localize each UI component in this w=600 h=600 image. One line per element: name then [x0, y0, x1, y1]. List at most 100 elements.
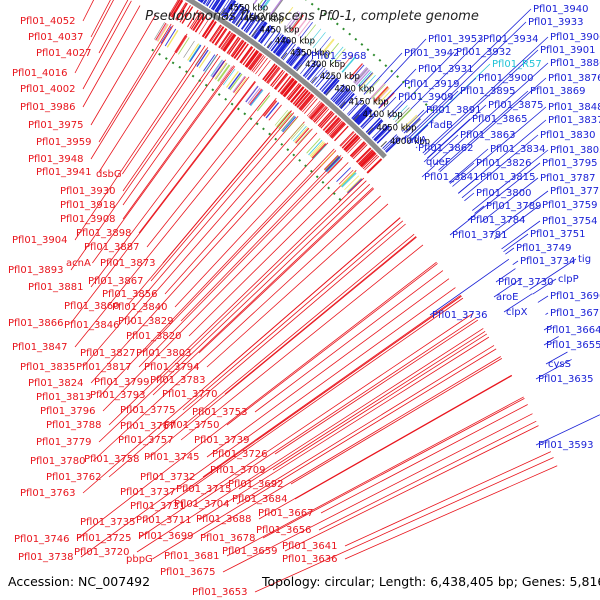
cog-block	[336, 167, 351, 183]
gene-block	[332, 86, 348, 103]
gene-block	[360, 152, 376, 168]
connector-line	[98, 0, 129, 54]
connector-line	[174, 142, 329, 308]
gene-block	[360, 112, 376, 128]
gene-block	[208, 0, 215, 9]
gene-block	[221, 0, 233, 17]
connector-line	[410, 77, 477, 141]
gene-label-pfl01_3846: Pfl01_3846	[64, 320, 120, 331]
cog-block	[317, 36, 331, 53]
gene-block	[330, 84, 345, 100]
gene-block	[321, 75, 335, 92]
gene-block	[233, 41, 246, 59]
cog-block	[217, 64, 231, 82]
gene-block	[335, 89, 351, 105]
gene-label-pfl01_3942: Pfl01_3942	[404, 48, 460, 59]
gene-block	[308, 101, 322, 118]
cog-block	[344, 175, 360, 191]
gene-label-pfl01_3659: Pfl01_3659	[222, 546, 278, 557]
gene-label-pfl01_3881: Pfl01_3881	[28, 282, 84, 293]
cog-block	[330, 46, 344, 63]
gene-block	[309, 66, 324, 83]
connector-line	[535, 359, 572, 380]
connector-line	[401, 109, 425, 132]
gene-block	[344, 135, 360, 152]
cog-block	[263, 100, 278, 117]
connector-line	[308, 50, 314, 57]
tick-mark	[220, 8, 226, 16]
gene-label-pfl01_3664: Pfl01_3664	[546, 325, 600, 336]
connector-line	[429, 258, 510, 316]
gene-block	[192, 13, 204, 31]
gene-block	[215, 0, 225, 13]
gene-block	[364, 155, 380, 171]
gene-label-pfl01_3795: Pfl01_3795	[542, 158, 598, 169]
tick-mark	[353, 114, 360, 121]
gene-block	[176, 2, 188, 21]
gene-block	[358, 150, 374, 166]
gene-block	[249, 53, 262, 71]
connector-line	[272, 333, 488, 471]
gene-label-pfl01_3835: Pfl01_3835	[20, 362, 76, 373]
gene-block	[267, 67, 281, 85]
gene-block	[329, 121, 345, 138]
gene-label-quef: queF	[426, 157, 451, 168]
gene-block	[240, 46, 254, 64]
connector-line	[433, 62, 549, 166]
gene-label-pfl01_3799: Pfl01_3799	[94, 377, 150, 388]
cog-block	[320, 38, 334, 55]
gene-label-pfl01_3735: Pfl01_3735	[80, 517, 136, 528]
connector-line	[138, 312, 474, 539]
cog-block	[311, 143, 327, 159]
gene-block	[223, 34, 236, 52]
gene-block	[354, 106, 370, 123]
cog-block	[361, 75, 376, 91]
cog-block	[289, 123, 304, 139]
connector-line	[423, 158, 429, 163]
connector-line	[164, 128, 313, 295]
connector-line	[92, 66, 236, 264]
gene-block	[176, 3, 188, 21]
gene-block	[282, 79, 297, 97]
gene-block	[287, 83, 302, 101]
gene-block	[189, 11, 201, 29]
cog-block	[249, 89, 263, 106]
gene-block	[258, 25, 272, 43]
cog-block	[160, 26, 172, 44]
cog-block	[359, 72, 374, 89]
tick-label: 4300 kbp	[305, 60, 345, 70]
tick-label: 4150 kbp	[349, 97, 389, 107]
gene-label-pfl01_3709: Pfl01_3709	[210, 465, 266, 476]
gene-block	[203, 0, 208, 5]
cog-block	[374, 86, 390, 103]
gene-label-pfl01_3848: Pfl01_3848	[548, 102, 600, 113]
gene-label-pfl01_3730: Pfl01_3730	[498, 277, 554, 288]
gene-label-pfl01_3820: Pfl01_3820	[126, 331, 182, 342]
connector-line	[156, 180, 367, 383]
tick-label: 4050 kbp	[376, 123, 416, 133]
cog-block	[268, 104, 282, 121]
gene-block	[360, 112, 375, 128]
gene-block	[366, 158, 382, 173]
gene-block	[308, 102, 323, 119]
gene-block	[345, 136, 360, 152]
gene-block	[356, 108, 372, 124]
cog-block	[203, 54, 216, 72]
gene-label-pfl01_3720: Pfl01_3720	[74, 547, 130, 558]
gene-label-pfl01_3759: Pfl01_3759	[542, 200, 598, 211]
genome-summary-text: Topology: circular; Length: 6,438,405 bp…	[261, 574, 600, 589]
gene-block	[343, 134, 358, 150]
gene-block	[359, 151, 375, 167]
gene-block	[347, 138, 362, 154]
cog-block	[339, 54, 353, 71]
gene-label-pfl01_3815: Pfl01_3815	[480, 172, 536, 183]
gene-block	[293, 52, 307, 69]
gene-label-pfl01_3678: Pfl01_3678	[200, 533, 256, 544]
gene-label-pfl01_4016: Pfl01_4016	[12, 68, 68, 79]
connector-line	[545, 351, 568, 365]
gene-block	[323, 77, 337, 94]
connector-line	[363, 52, 403, 95]
connector-line	[294, 375, 513, 500]
gene-block	[355, 147, 371, 163]
connector-line	[344, 465, 558, 560]
